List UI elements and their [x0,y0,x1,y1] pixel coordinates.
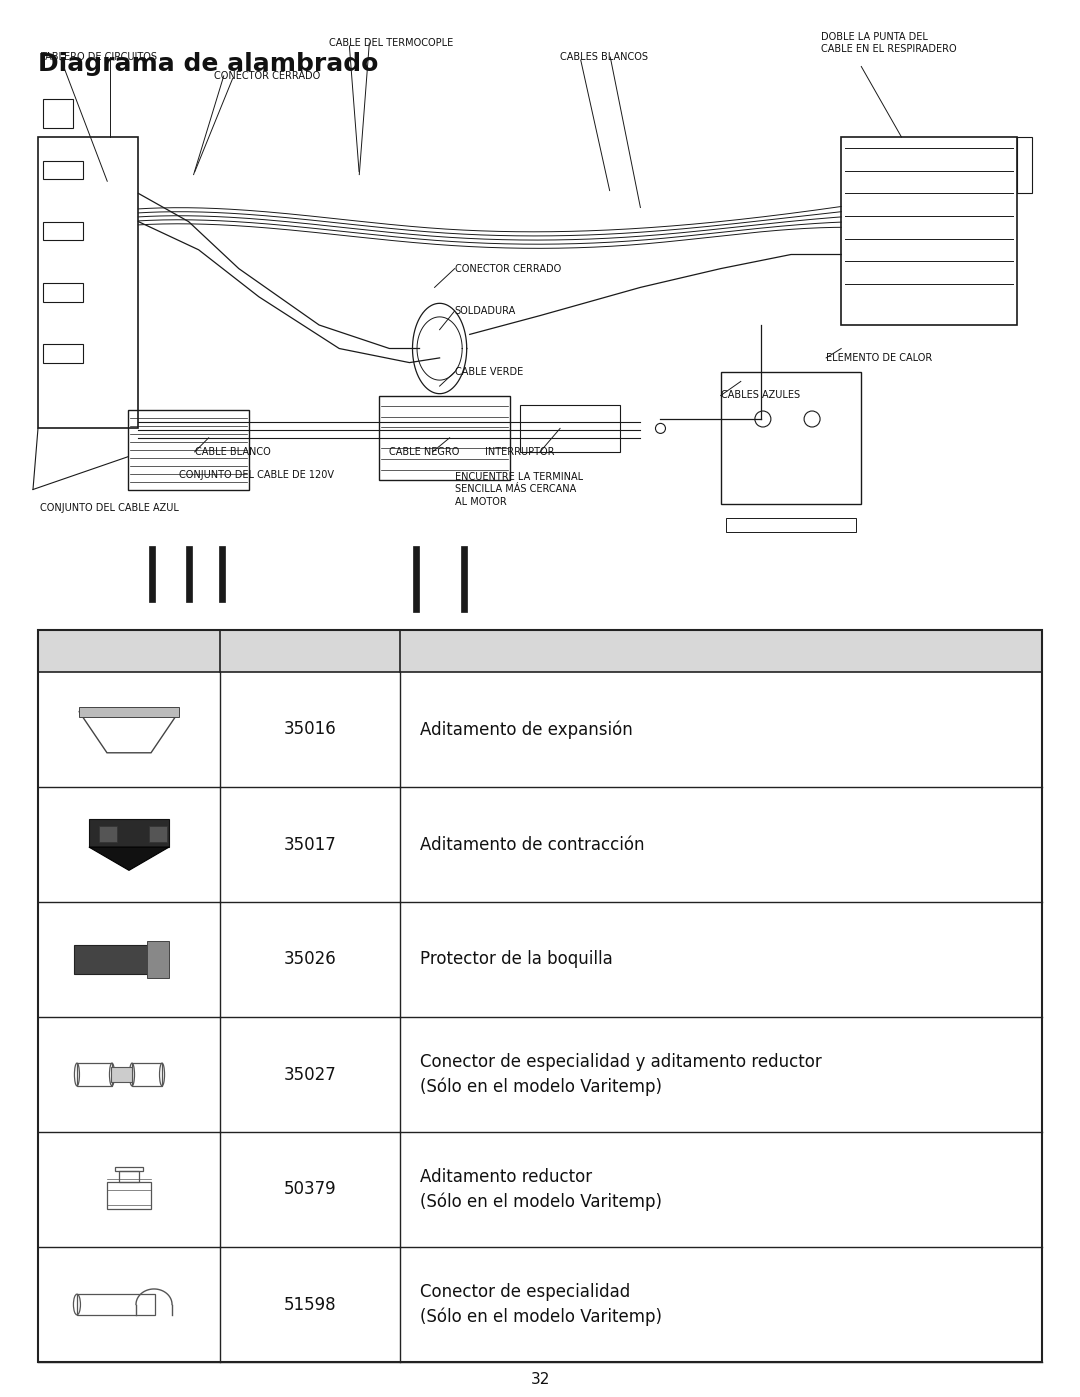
Bar [38,137,138,429]
Bar [79,707,179,717]
Text: Conector de especialidad y aditamento reductor
(Sólo en el modelo Varitemp): Conector de especialidad y aditamento re… [420,1052,822,1097]
Text: 50379: 50379 [284,1180,336,1199]
Bar [149,546,156,602]
Text: CONECTOR CERRADO: CONECTOR CERRADO [214,71,320,81]
Text: 35026: 35026 [284,950,336,968]
Text: Descripción: Descripción [662,641,780,661]
Text: Conector de especialidad
(Sólo en el modelo Varitemp): Conector de especialidad (Sólo en el mod… [420,1282,662,1326]
Polygon shape [111,1067,132,1081]
Text: SOLDADURA: SOLDADURA [455,306,516,316]
Bar [461,546,468,612]
Text: ELEMENTO DE CALOR: ELEMENTO DE CALOR [826,353,932,363]
Bar [129,409,248,489]
Bar [38,630,1042,1362]
Bar [186,546,191,602]
Text: INTERRUPTOR: INTERRUPTOR [485,447,554,457]
Text: 35016: 35016 [284,721,336,739]
Bar [132,1063,162,1085]
Bar [720,372,861,503]
Polygon shape [89,847,170,870]
Text: CONJUNTO DEL CABLE AZUL: CONJUNTO DEL CABLE AZUL [40,503,179,513]
Bar [43,344,83,363]
Bar [219,546,226,602]
Bar [73,944,149,974]
Bar [43,99,73,127]
Bar [379,395,510,481]
Bar [519,405,620,451]
Text: 35017: 35017 [284,835,336,854]
Text: Aditamento de contracción: Aditamento de contracción [420,835,645,854]
Bar [77,1063,112,1085]
Text: Aditamento reductor
(Sólo en el modelo Varitemp): Aditamento reductor (Sólo en el modelo V… [420,1168,662,1211]
Text: 51598: 51598 [284,1295,336,1313]
Bar [114,1166,143,1171]
Text: Aditamento de expansión: Aditamento de expansión [420,721,633,739]
Bar [89,819,170,847]
Bar [38,630,1042,672]
Bar [43,222,83,240]
Bar [43,161,83,179]
Text: 35027: 35027 [284,1066,336,1084]
Bar [77,1294,156,1315]
Bar [107,1182,151,1210]
Bar [841,137,1017,326]
Text: Diagrama de alambrado: Diagrama de alambrado [38,52,378,75]
Text: CABLE VERDE: CABLE VERDE [455,367,523,377]
Text: CABLE BLANCO: CABLE BLANCO [194,447,270,457]
Text: 32: 32 [530,1372,550,1387]
Text: Aditamentos: Aditamentos [65,643,193,659]
Bar [1017,137,1031,193]
Bar [413,546,419,612]
Text: Protector de la boquilla: Protector de la boquilla [420,950,612,968]
Text: CABLES AZULES: CABLES AZULES [720,391,800,401]
Text: CABLES BLANCOS: CABLES BLANCOS [561,52,648,61]
Text: CABLE NEGRO: CABLE NEGRO [390,447,460,457]
Text: N.° de pieza: N.° de pieza [248,643,372,659]
Text: CONJUNTO DEL CABLE DE 120V: CONJUNTO DEL CABLE DE 120V [178,471,334,481]
Bar [149,827,167,842]
Bar [43,282,83,302]
Bar [147,942,170,978]
Text: TABLERO DE CIRCUITOS: TABLERO DE CIRCUITOS [40,52,157,61]
Bar [99,827,117,842]
Text: ENCUENTRE LA TERMINAL
SENCILLA MÁS CERCANA
AL MOTOR: ENCUENTRE LA TERMINAL SENCILLA MÁS CERCA… [455,472,583,507]
Text: DOBLE LA PUNTA DEL
CABLE EN EL RESPIRADERO: DOBLE LA PUNTA DEL CABLE EN EL RESPIRADE… [821,32,957,54]
Bar [119,1171,139,1182]
Text: CONECTOR CERRADO: CONECTOR CERRADO [455,264,561,274]
Text: CABLE DEL TERMOCOPLE: CABLE DEL TERMOCOPLE [329,38,454,47]
Bar [726,518,856,532]
